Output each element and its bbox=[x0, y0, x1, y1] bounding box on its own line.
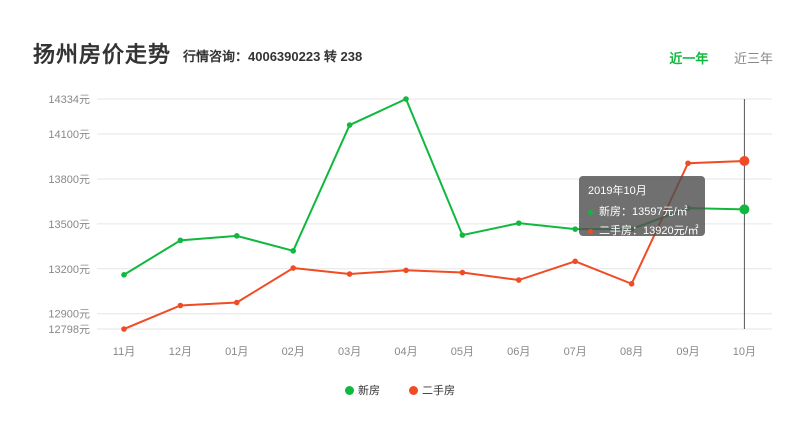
legend-second-dot bbox=[409, 386, 419, 395]
tooltip-second-label: 二手房：13920元/㎡ bbox=[599, 225, 699, 237]
x-tick-label: 02月 bbox=[282, 346, 305, 358]
y-tick-label: 13800元 bbox=[48, 174, 90, 186]
data-point bbox=[121, 326, 127, 332]
legend-second-label: 二手房 bbox=[422, 385, 456, 397]
x-tick-label: 11月 bbox=[113, 346, 135, 358]
tab-three-years[interactable]: 近三年 bbox=[733, 51, 773, 66]
hotline-text: 行情咨询：4006390223 转 238 bbox=[183, 49, 363, 64]
x-tick-label: 08月 bbox=[620, 346, 643, 358]
tooltip-title: 2019年10月 bbox=[588, 185, 647, 197]
data-point bbox=[628, 280, 635, 287]
data-point bbox=[459, 269, 466, 276]
data-point bbox=[572, 226, 578, 232]
chart-tooltip: 2019年10月 新房：13597元/㎡ 二手房：13920元/㎡ bbox=[579, 176, 705, 238]
range-tabs: 近一年 近三年 bbox=[647, 48, 773, 67]
data-point bbox=[234, 233, 240, 239]
tooltip-new-dot bbox=[588, 209, 593, 215]
data-point bbox=[403, 96, 409, 102]
tooltip-new-label: 新房：13597元/㎡ bbox=[599, 206, 688, 218]
data-point bbox=[739, 155, 750, 166]
y-tick-label: 14334元 bbox=[48, 94, 90, 106]
series-line-1 bbox=[123, 159, 745, 330]
data-point bbox=[177, 302, 184, 309]
chart-title: 扬州房价走势 bbox=[33, 42, 172, 67]
x-tick-label: 05月 bbox=[451, 346, 474, 358]
data-point bbox=[685, 160, 691, 167]
x-tick-label: 07月 bbox=[564, 346, 587, 358]
x-tick-label: 10月 bbox=[733, 346, 756, 358]
tooltip-row-second: 二手房：13920元/㎡ bbox=[588, 222, 699, 238]
legend-item-second[interactable]: 二手房 bbox=[409, 382, 455, 398]
legend-new-dot bbox=[344, 386, 354, 395]
x-tick-label: 01月 bbox=[225, 346, 248, 358]
tab-one-year[interactable]: 近一年 bbox=[669, 51, 709, 66]
chart-legend: 新房 二手房 bbox=[0, 382, 800, 398]
legend-item-new[interactable]: 新房 bbox=[344, 382, 380, 398]
data-point bbox=[739, 204, 750, 215]
data-point bbox=[177, 237, 184, 244]
data-point bbox=[516, 277, 522, 283]
data-point bbox=[290, 248, 297, 254]
data-point bbox=[346, 122, 353, 128]
data-point bbox=[234, 299, 240, 306]
data-point bbox=[516, 220, 522, 226]
data-point bbox=[121, 271, 127, 278]
tooltip-row-new: 新房：13597元/㎡ bbox=[588, 203, 696, 219]
x-tick-label: 12月 bbox=[169, 346, 192, 358]
x-tick-label: 03月 bbox=[338, 346, 361, 358]
data-point bbox=[290, 265, 297, 271]
y-tick-label: 14100元 bbox=[48, 129, 90, 141]
x-tick-label: 09月 bbox=[676, 346, 699, 358]
data-point bbox=[459, 232, 466, 238]
y-tick-label: 12798元 bbox=[48, 324, 90, 336]
y-tick-label: 13500元 bbox=[48, 219, 90, 231]
x-tick-label: 06月 bbox=[507, 346, 530, 358]
y-tick-label: 13200元 bbox=[48, 264, 90, 276]
y-tick-label: 12900元 bbox=[48, 309, 90, 321]
tooltip-second-dot bbox=[588, 228, 593, 234]
legend-new-label: 新房 bbox=[357, 385, 380, 397]
data-point bbox=[572, 258, 578, 265]
data-point bbox=[346, 271, 353, 277]
data-point bbox=[403, 267, 409, 274]
x-tick-label: 04月 bbox=[394, 346, 417, 358]
